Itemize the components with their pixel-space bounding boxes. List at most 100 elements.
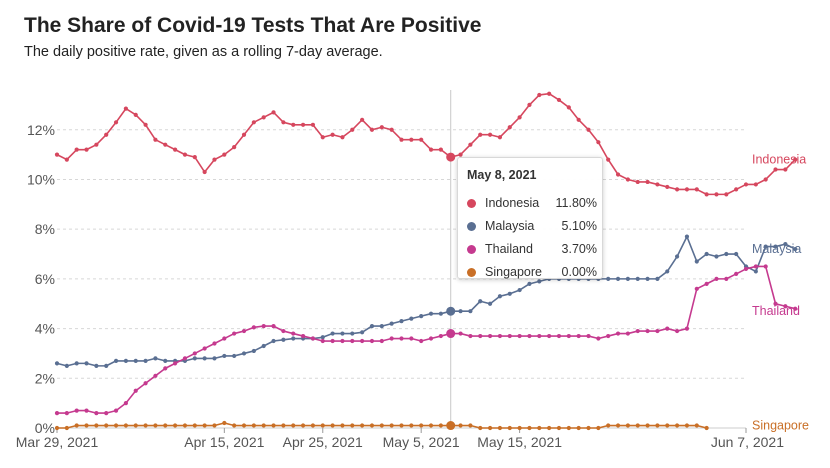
data-point-singapore[interactable] [446, 421, 456, 431]
data-point-singapore[interactable] [615, 423, 621, 428]
data-point-indonesia[interactable] [133, 112, 138, 117]
data-point-singapore[interactable] [182, 423, 188, 428]
data-point-indonesia[interactable] [173, 147, 178, 152]
data-point-thailand[interactable] [773, 301, 778, 306]
data-point-malaysia[interactable] [330, 331, 335, 336]
data-point-singapore[interactable] [310, 423, 316, 428]
data-point-singapore[interactable] [153, 423, 158, 428]
data-point-thailand[interactable] [527, 333, 532, 339]
data-point-thailand[interactable] [241, 328, 247, 334]
data-point-indonesia[interactable] [340, 135, 345, 140]
data-point-malaysia[interactable] [793, 246, 798, 252]
data-point-thailand[interactable] [369, 338, 375, 344]
data-point-indonesia[interactable] [222, 152, 227, 157]
data-point-thailand[interactable] [389, 336, 394, 341]
data-point-indonesia[interactable] [625, 177, 630, 182]
data-point-singapore[interactable] [586, 425, 591, 431]
data-point-malaysia[interactable] [773, 244, 778, 249]
data-point-singapore[interactable] [665, 423, 670, 428]
data-point-thailand[interactable] [310, 336, 316, 341]
data-point-thailand[interactable] [300, 333, 306, 339]
data-point-thailand[interactable] [655, 328, 660, 334]
data-point-singapore[interactable] [379, 423, 384, 428]
data-point-malaysia[interactable] [428, 311, 434, 316]
data-point-indonesia[interactable] [793, 157, 798, 162]
data-point-thailand[interactable] [734, 271, 739, 277]
data-point-thailand[interactable] [694, 286, 699, 291]
data-point-thailand[interactable] [419, 338, 424, 344]
data-point-indonesia[interactable] [330, 132, 335, 137]
data-point-thailand[interactable] [192, 351, 197, 356]
data-point-singapore[interactable] [369, 423, 375, 428]
data-point-indonesia[interactable] [94, 142, 99, 147]
data-point-thailand[interactable] [84, 408, 89, 413]
data-point-indonesia[interactable] [478, 132, 483, 137]
data-point-indonesia[interactable] [743, 182, 749, 187]
data-point-malaysia[interactable] [517, 287, 522, 293]
data-point-malaysia[interactable] [212, 356, 217, 361]
data-point-indonesia[interactable] [241, 132, 247, 137]
data-point-singapore[interactable] [64, 425, 69, 431]
data-point-singapore[interactable] [163, 423, 168, 428]
data-point-indonesia[interactable] [527, 102, 532, 108]
data-point-singapore[interactable] [202, 423, 207, 428]
data-point-malaysia[interactable] [399, 319, 404, 324]
data-point-indonesia[interactable] [389, 127, 394, 132]
data-point-indonesia[interactable] [497, 135, 503, 140]
data-point-thailand[interactable] [743, 266, 749, 272]
data-point-singapore[interactable] [478, 425, 483, 431]
data-point-thailand[interactable] [596, 336, 601, 341]
data-point-indonesia[interactable] [446, 152, 456, 162]
data-point-singapore[interactable] [212, 423, 217, 428]
data-point-singapore[interactable] [527, 425, 532, 431]
data-point-indonesia[interactable] [409, 137, 414, 142]
data-point-singapore[interactable] [556, 425, 562, 431]
data-point-singapore[interactable] [576, 425, 581, 431]
data-point-singapore[interactable] [694, 423, 699, 428]
data-point-singapore[interactable] [133, 423, 138, 428]
data-point-singapore[interactable] [606, 423, 611, 428]
data-point-indonesia[interactable] [113, 120, 119, 125]
data-point-malaysia[interactable] [665, 269, 670, 274]
data-point-thailand[interactable] [537, 333, 542, 339]
data-point-indonesia[interactable] [143, 122, 148, 127]
data-point-thailand[interactable] [635, 328, 640, 334]
data-point-thailand[interactable] [704, 281, 709, 286]
data-point-indonesia[interactable] [320, 135, 325, 140]
data-point-indonesia[interactable] [487, 132, 493, 137]
data-point-thailand[interactable] [340, 338, 345, 344]
data-point-indonesia[interactable] [773, 167, 778, 172]
data-point-indonesia[interactable] [123, 106, 128, 111]
data-point-thailand[interactable] [606, 333, 611, 339]
data-point-malaysia[interactable] [694, 259, 699, 264]
data-point-thailand[interactable] [271, 324, 276, 329]
data-point-malaysia[interactable] [104, 363, 109, 368]
data-point-thailand[interactable] [507, 333, 512, 339]
data-point-thailand[interactable] [556, 333, 562, 339]
data-point-singapore[interactable] [94, 423, 99, 428]
data-point-singapore[interactable] [232, 423, 237, 428]
data-point-indonesia[interactable] [635, 179, 640, 185]
data-point-singapore[interactable] [468, 423, 473, 428]
data-point-indonesia[interactable] [212, 157, 217, 162]
data-point-indonesia[interactable] [271, 110, 276, 115]
data-point-malaysia[interactable] [163, 358, 168, 363]
data-point-malaysia[interactable] [409, 316, 414, 321]
data-point-singapore[interactable] [438, 423, 443, 428]
data-point-singapore[interactable] [104, 423, 109, 428]
data-point-singapore[interactable] [389, 423, 394, 428]
data-point-malaysia[interactable] [320, 335, 325, 340]
data-point-thailand[interactable] [182, 356, 188, 361]
data-point-indonesia[interactable] [576, 117, 581, 122]
data-point-indonesia[interactable] [734, 187, 739, 192]
data-point-thailand[interactable] [478, 333, 483, 339]
data-point-malaysia[interactable] [753, 269, 758, 274]
data-point-thailand[interactable] [54, 410, 60, 416]
data-point-malaysia[interactable] [192, 356, 197, 361]
data-point-thailand[interactable] [487, 333, 493, 339]
data-point-indonesia[interactable] [300, 122, 306, 127]
data-point-indonesia[interactable] [596, 140, 601, 145]
data-point-indonesia[interactable] [379, 125, 384, 130]
data-point-malaysia[interactable] [360, 330, 365, 335]
data-point-thailand[interactable] [173, 361, 178, 366]
